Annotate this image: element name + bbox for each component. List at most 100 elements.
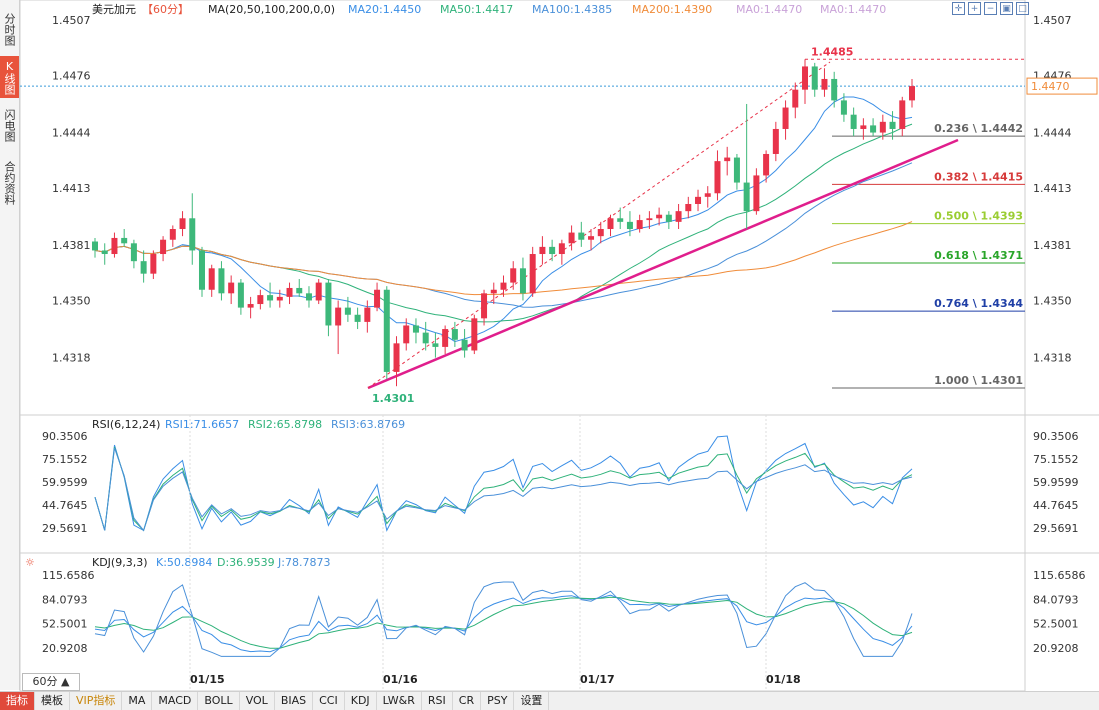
- candle-body-35: [432, 343, 439, 347]
- candle-body-8: [169, 229, 176, 240]
- indicator-tab-3[interactable]: MA: [122, 692, 153, 710]
- left-tab-3[interactable]: 合约资料: [3, 161, 16, 205]
- rsi-axis-left-label: 90.3506: [42, 430, 88, 443]
- price-axis-left-label: 1.4381: [52, 239, 91, 252]
- price-axis-left-label: 1.4507: [52, 14, 91, 27]
- candle-body-81: [879, 121, 886, 133]
- header-symbol: 美元加元: [92, 3, 136, 16]
- indicator-tab-5[interactable]: BOLL: [198, 692, 240, 710]
- indicator-tab-14[interactable]: 设置: [514, 692, 550, 710]
- rsi-axis-right-label: 29.5691: [1033, 522, 1079, 535]
- fib-label-4: 0.764 \ 1.4344: [934, 297, 1023, 310]
- indicator-tab-1[interactable]: 模板: [35, 692, 70, 710]
- indicator-tab-13[interactable]: PSY: [481, 692, 515, 710]
- candle-body-78: [850, 114, 857, 129]
- left-tab-1[interactable]: K线图: [0, 56, 19, 98]
- candle-body-0: [92, 241, 98, 251]
- kdj-line-2: [94, 581, 913, 657]
- price-axis-left-label: 1.4444: [52, 127, 91, 140]
- zoom-out-icon[interactable]: −: [984, 2, 997, 15]
- candle-body-42: [500, 282, 507, 290]
- rsi-axis-left-label: 75.1552: [42, 453, 88, 466]
- fib-label-0: 0.236 \ 1.4442: [934, 122, 1023, 135]
- left-tab-2[interactable]: 闪电图: [3, 108, 16, 142]
- rsi-value-2: RSI3:63.8769: [331, 418, 405, 431]
- candle-body-65: [724, 157, 731, 162]
- indicator-tab-2[interactable]: VIP指标: [70, 692, 123, 710]
- rsi-value-0: RSI1:71.6657: [165, 418, 239, 431]
- candle-body-30: [383, 289, 390, 372]
- candle-body-29: [374, 289, 381, 308]
- candle-body-1: [101, 250, 108, 255]
- period-selector-label: 60分: [32, 675, 58, 688]
- candle-body-59: [665, 214, 672, 222]
- candle-body-17: [257, 295, 264, 305]
- rsi-line-2: [94, 447, 913, 532]
- indicator-tab-4[interactable]: MACD: [152, 692, 199, 710]
- chart-toolbar: ✛ + − ▣ □: [952, 2, 1029, 15]
- crosshair-icon[interactable]: ✛: [952, 2, 965, 15]
- indicator-tab-12[interactable]: CR: [453, 692, 482, 710]
- fib-label-2: 0.500 \ 1.4393: [934, 210, 1023, 223]
- candle-body-47: [549, 246, 556, 255]
- candle-body-20: [286, 287, 293, 297]
- fullscreen-icon[interactable]: □: [1016, 2, 1029, 15]
- price-axis-left-label: 1.4350: [52, 294, 91, 307]
- candle-body-31: [393, 343, 400, 372]
- indicator-tab-9[interactable]: KDJ: [345, 692, 377, 710]
- trend-line: [367, 138, 959, 390]
- price-axis-left-label: 1.4413: [52, 182, 91, 195]
- candle-body-24: [325, 282, 332, 326]
- candle-body-39: [471, 318, 478, 351]
- date-label-2: 01/17: [580, 673, 615, 686]
- candle-body-62: [695, 196, 702, 204]
- header-ma-params: MA(20,50,100,200,0,0): [208, 3, 335, 16]
- rsi-axis-right-label: 59.9599: [1033, 476, 1079, 489]
- header-period: 【60分】: [142, 3, 189, 16]
- kdj-axis-left-label: 52.5001: [42, 618, 88, 631]
- rsi-line-0: [94, 435, 913, 532]
- candle-body-32: [403, 325, 410, 344]
- indicator-tab-11[interactable]: RSI: [422, 692, 453, 710]
- candle-body-5: [140, 261, 147, 274]
- candle-body-2: [111, 237, 118, 255]
- indicator-tab-10[interactable]: LW&R: [377, 692, 422, 710]
- period-selector[interactable]: 60分 ▲: [22, 673, 80, 691]
- kdj-line-1: [94, 596, 913, 649]
- rsi-axis-right-label: 75.1552: [1033, 453, 1079, 466]
- header-ma-value-2: MA100:1.4385: [532, 3, 612, 16]
- candle-body-18: [267, 295, 274, 301]
- candle-body-27: [354, 314, 361, 322]
- rsi-axis-right-label: 44.7645: [1033, 499, 1079, 512]
- candle-body-7: [160, 239, 167, 255]
- candle-body-84: [909, 86, 915, 101]
- left-tab-0[interactable]: 分时图: [3, 12, 16, 46]
- candle-body-69: [763, 153, 770, 176]
- indicator-tab-7[interactable]: BIAS: [275, 692, 314, 710]
- candle-body-50: [578, 232, 585, 240]
- rsi-axis-right-label: 90.3506: [1033, 430, 1079, 443]
- rsi-line-1: [94, 446, 913, 532]
- kdj-title: KDJ(9,3,3): [92, 556, 148, 569]
- candle-body-71: [782, 107, 789, 129]
- fit-icon[interactable]: ▣: [1000, 2, 1013, 15]
- candle-body-4: [130, 243, 137, 262]
- kdj-axis-right-label: 115.6586: [1033, 569, 1086, 582]
- candle-body-38: [461, 339, 468, 351]
- indicator-tab-8[interactable]: CCI: [313, 692, 345, 710]
- header-ma-value-1: MA50:1.4417: [440, 3, 513, 16]
- indicator-tab-6[interactable]: VOL: [240, 692, 275, 710]
- candle-body-9: [179, 218, 186, 230]
- price-axis-right-label: 1.4350: [1033, 294, 1072, 307]
- candle-body-41: [490, 289, 497, 294]
- kdj-axis-left-label: 84.0793: [42, 593, 88, 606]
- price-axis-right-label: 1.4413: [1033, 182, 1072, 195]
- candle-body-10: [189, 218, 196, 251]
- zoom-in-icon[interactable]: +: [968, 2, 981, 15]
- indicator-tab-bar: 指标 模板 VIP指标 MA MACD BOLL VOL BIAS CCI KDJ LW&R RSI C…: [0, 691, 1099, 710]
- header-ma-value-0: MA20:1.4450: [348, 3, 421, 16]
- indicator-tab-0[interactable]: 指标: [0, 692, 35, 710]
- candle-body-58: [656, 214, 663, 219]
- rsi-value-1: RSI2:65.8798: [248, 418, 322, 431]
